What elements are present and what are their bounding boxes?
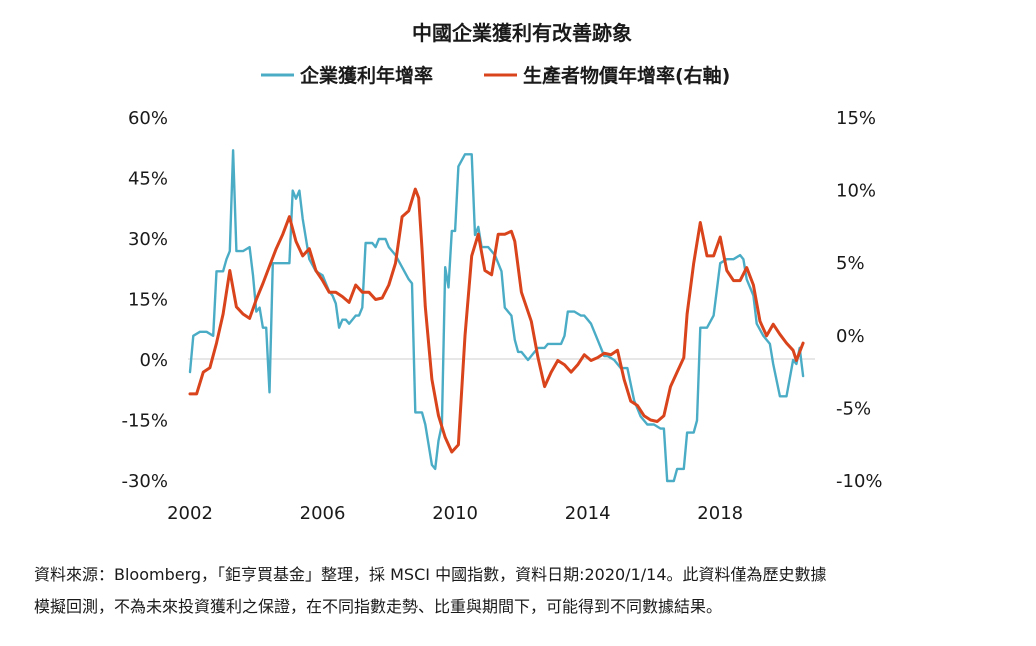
chart: 中國企業獲利有改善跡象 企業獲利年增率 生產者物價年增率(右軸) 60% 45% 3… bbox=[121, 21, 883, 524]
series-line-ppi bbox=[188, 187, 805, 454]
left-tick-label: 15% bbox=[128, 290, 168, 311]
left-axis: 60% 45% 30% 15% 0% -15% -30% bbox=[121, 108, 168, 492]
left-tick-label: 45% bbox=[128, 169, 168, 190]
right-axis: 15% 10% 5% 0% -5% -10% bbox=[836, 108, 883, 492]
legend: 企業獲利年增率 生產者物價年增率(右軸) bbox=[261, 64, 730, 87]
x-tick-label: 2014 bbox=[565, 503, 611, 524]
source-note-line2: 模擬回測，不為未來投資獲利之保證，在不同指數走勢、比重與期間下，可能得到不同數據… bbox=[34, 597, 723, 616]
right-tick-label: 0% bbox=[836, 326, 865, 347]
right-tick-label: -5% bbox=[836, 398, 871, 419]
source-note-line1: 資料來源：Bloomberg，「鉅亨買基金」整理，採 MSCI 中國指數，資料日… bbox=[34, 565, 827, 584]
left-tick-label: -30% bbox=[121, 471, 168, 492]
x-tick-label: 2006 bbox=[300, 503, 346, 524]
x-tick-label: 2002 bbox=[167, 503, 213, 524]
left-tick-label: 0% bbox=[139, 350, 168, 371]
legend-label-profit: 企業獲利年增率 bbox=[299, 64, 433, 87]
left-tick-label: -15% bbox=[121, 411, 168, 432]
left-tick-label: 60% bbox=[128, 108, 168, 129]
right-tick-label: -10% bbox=[836, 471, 883, 492]
series-line-profit bbox=[188, 149, 805, 483]
series-layer bbox=[188, 149, 805, 483]
legend-label-ppi: 生產者物價年增率(右軸) bbox=[523, 64, 730, 87]
right-tick-label: 5% bbox=[836, 253, 865, 274]
right-tick-label: 10% bbox=[836, 181, 876, 202]
x-axis: 2002 2006 2010 2014 2018 bbox=[167, 503, 743, 524]
chart-title: 中國企業獲利有改善跡象 bbox=[412, 21, 632, 45]
right-tick-label: 15% bbox=[836, 108, 876, 129]
x-tick-label: 2018 bbox=[697, 503, 743, 524]
left-tick-label: 30% bbox=[128, 229, 168, 250]
x-tick-label: 2010 bbox=[432, 503, 478, 524]
